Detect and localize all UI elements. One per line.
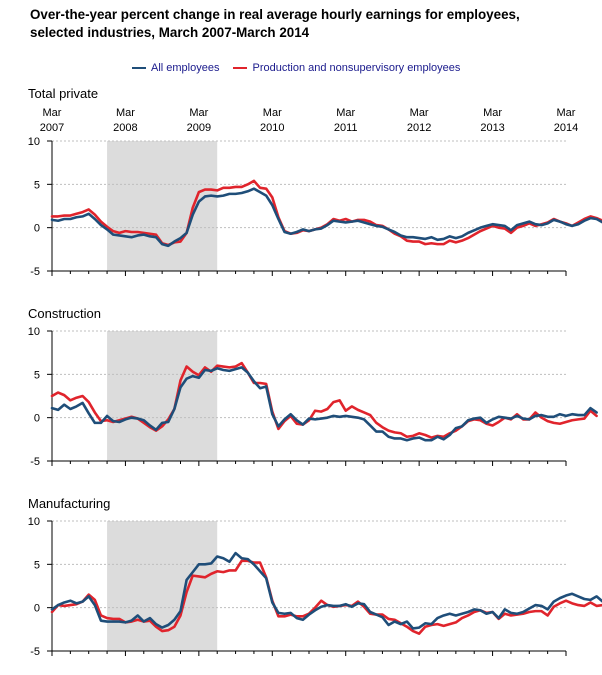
x-tick-label-1-month: Mar (116, 107, 135, 119)
x-tick-label-1-year: 2008 (113, 122, 137, 134)
y-tick-label-manufacturing-5: 5 (34, 559, 40, 571)
x-tick-label-2-year: 2009 (187, 122, 211, 134)
y-tick-label-construction-0: 0 (34, 413, 40, 425)
x-tick-label-3-year: 2010 (260, 122, 284, 134)
legend-label-all: All employees (151, 62, 220, 74)
y-tick-label-total-private-0: 0 (34, 223, 40, 235)
series-line-construction-all-employees (50, 366, 598, 442)
legend-label-prod: Production and nonsupervisory employees (252, 62, 461, 74)
y-tick-label-total-private-10: 10 (28, 136, 40, 148)
y-tick-label-total-private--5: -5 (30, 266, 40, 278)
x-tick-label-4-year: 2011 (334, 122, 358, 134)
panel-title-total-private: Total private (28, 86, 98, 101)
legend-swatch-all (132, 67, 146, 69)
y-tick-label-manufacturing-0: 0 (34, 603, 40, 615)
series-line-total-private-all-employees (50, 187, 602, 248)
x-tick-label-0-year: 2007 (40, 122, 64, 134)
chart-title-line1: Over-the-year percent change in real ave… (30, 7, 520, 22)
x-tick-label-5-year: 2012 (407, 122, 431, 134)
legend: All employees Production and nonsupervis… (132, 62, 474, 74)
legend-item-prod: Production and nonsupervisory employees (233, 62, 460, 74)
x-tick-label-2-month: Mar (189, 107, 208, 119)
y-tick-label-construction-5: 5 (34, 369, 40, 381)
y-tick-label-manufacturing-10: 10 (28, 516, 40, 528)
y-tick-label-manufacturing--5: -5 (30, 646, 40, 658)
panel-title-manufacturing: Manufacturing (28, 496, 110, 511)
recession-shade-manufacturing (107, 521, 218, 651)
y-tick-label-construction-10: 10 (28, 326, 40, 338)
x-tick-label-0-month: Mar (43, 107, 62, 119)
series-line-manufacturing-all-employees (50, 551, 602, 630)
panel-title-construction: Construction (28, 306, 101, 321)
legend-item-all: All employees (132, 62, 219, 74)
chart-title: Over-the-year percent change in real ave… (30, 6, 590, 42)
y-tick-label-construction--5: -5 (30, 456, 40, 468)
y-tick-label-total-private-5: 5 (34, 179, 40, 191)
x-tick-label-6-month: Mar (483, 107, 502, 119)
x-tick-label-7-year: 2014 (554, 122, 578, 134)
chart-title-line2: selected industries, March 2007-March 20… (30, 25, 310, 40)
legend-swatch-prod (233, 67, 248, 69)
recession-shade-construction (107, 331, 218, 461)
x-tick-label-7-month: Mar (557, 107, 576, 119)
x-tick-label-4-month: Mar (336, 107, 355, 119)
recession-shade-total-private (107, 141, 218, 271)
x-tick-label-3-month: Mar (263, 107, 282, 119)
x-tick-label-6-year: 2013 (480, 122, 504, 134)
x-tick-label-5-month: Mar (410, 107, 429, 119)
